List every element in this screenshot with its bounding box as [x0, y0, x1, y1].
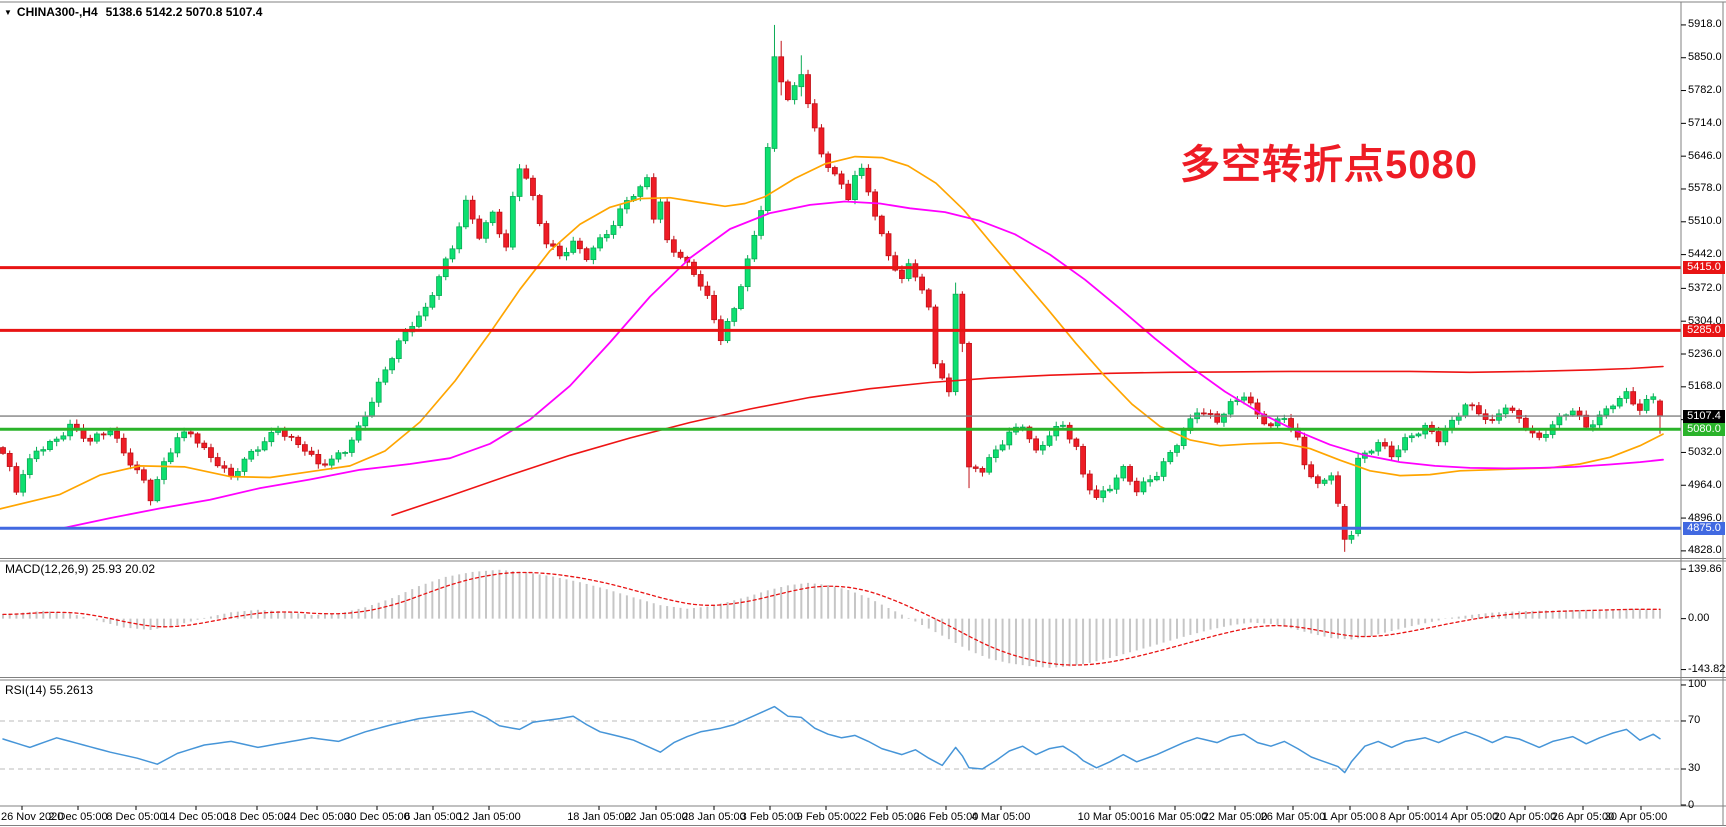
time-label: 12 Jan 05:00: [457, 811, 521, 823]
symbol-label: CHINA300-,H4: [16, 5, 98, 19]
level-price-label: 5415.0: [1683, 261, 1725, 275]
price-tick-label: 5578.0: [1688, 182, 1722, 195]
macd-tick-label: -143.82: [1688, 663, 1726, 676]
price-tick-label: 5918.0: [1688, 18, 1722, 31]
price-tick-label: 5510.0: [1688, 215, 1722, 228]
level-price-label: 4875.0: [1683, 521, 1725, 535]
level-price-label: 5080.0: [1683, 422, 1725, 436]
candles-layer: [0, 24, 1663, 552]
price-scale[interactable]: 5918.0 5850.0 5782.0 5714.0 5646.0 5578.0 5510…: [1681, 0, 1726, 827]
price-tick-label: 5442.0: [1688, 248, 1722, 261]
time-label: 26 Nov 2020: [1, 811, 64, 823]
time-label: 28 Jan 05:00: [682, 811, 746, 823]
price-tick-label: 5236.0: [1688, 347, 1722, 360]
time-label: 1 Apr 05:00: [1321, 811, 1379, 823]
time-label: 14 Dec 05:00: [163, 811, 229, 823]
time-label: 22 Mar 05:00: [1202, 811, 1268, 823]
price-tick-label: 5646.0: [1688, 149, 1722, 162]
rsi-tick-label: 0: [1688, 798, 1695, 811]
moving-averages-layer: [0, 155, 1664, 530]
price-tick-label: 5372.0: [1688, 281, 1722, 294]
annotation-text[interactable]: 多空转折点5080: [1180, 143, 1478, 187]
macd-indicator-label: MACD(12,26,9) 25.93 20.02: [5, 562, 156, 576]
time-label: 8 Dec 05:00: [106, 811, 166, 823]
price-tick-label: 5782.0: [1688, 84, 1722, 97]
time-label: 22 Jan 05:00: [624, 811, 688, 823]
time-label: 6 Jan 05:00: [404, 811, 462, 823]
price-tick-label: 4896.0: [1688, 511, 1722, 524]
level-price-label: 5285.0: [1683, 323, 1725, 337]
time-label: 26 Feb 05:00: [913, 811, 979, 823]
time-label: 30 Apr 05:00: [1604, 811, 1668, 823]
price-tick-label: 5714.0: [1688, 116, 1722, 129]
time-label: 16 Mar 05:00: [1142, 811, 1208, 823]
rsi-tick-label: 30: [1688, 762, 1701, 775]
time-label: 18 Jan 05:00: [567, 811, 631, 823]
level-lines-layer[interactable]: [0, 266, 1681, 530]
time-label: 22 Feb 05:00: [854, 811, 920, 823]
time-scale[interactable]: 26 Nov 2020 2 Dec 05:00 8 Dec 05:00 14 Dec …: [0, 806, 1726, 827]
ohlc-values: 5138.6 5142.2 5070.8 5107.4: [105, 5, 263, 19]
macd-layer: [2, 569, 1661, 668]
price-tick-label: 4964.0: [1688, 478, 1722, 491]
macd-tick-label: 0.00: [1688, 612, 1710, 625]
time-label: 26 Mar 05:00: [1260, 811, 1326, 823]
time-label: 10 Mar 05:00: [1077, 811, 1143, 823]
price-tick-label: 5032.0: [1688, 445, 1722, 458]
time-label: 14 Apr 05:00: [1435, 811, 1499, 823]
time-label: 3 Feb 05:00: [740, 811, 800, 823]
time-label: 2 Dec 05:00: [48, 811, 108, 823]
time-label: 24 Dec 05:00: [284, 811, 350, 823]
time-label: 4 Mar 05:00: [971, 811, 1031, 823]
rsi-tick-label: 100: [1688, 678, 1707, 691]
price-tick-label: 4828.0: [1688, 544, 1722, 557]
time-label: 26 Apr 05:00: [1551, 811, 1615, 823]
time-label: 30 Dec 05:00: [344, 811, 410, 823]
macd-tick-label: 139.86: [1688, 562, 1722, 575]
price-tick-label: 5304.0: [1688, 314, 1722, 327]
price-tick-label: 5850.0: [1688, 51, 1722, 64]
time-label: 9 Feb 05:00: [796, 811, 856, 823]
rsi-layer: [0, 705, 1681, 774]
symbol-ohlc-bar: ▼ CHINA300-,H4 5138.6 5142.2 5070.8 5107.4: [4, 5, 262, 19]
chevron-down-icon[interactable]: ▼: [4, 8, 12, 17]
current-price-label: 5107.4: [1683, 409, 1725, 423]
time-label: 20 Apr 05:00: [1493, 811, 1557, 823]
rsi-indicator-label: RSI(14) 55.2613: [5, 683, 94, 697]
rsi-tick-label: 70: [1688, 714, 1701, 727]
price-tick-label: 5168.0: [1688, 380, 1722, 393]
time-label: 18 Dec 05:00: [224, 811, 290, 823]
time-label: 8 Apr 05:00: [1379, 811, 1437, 823]
